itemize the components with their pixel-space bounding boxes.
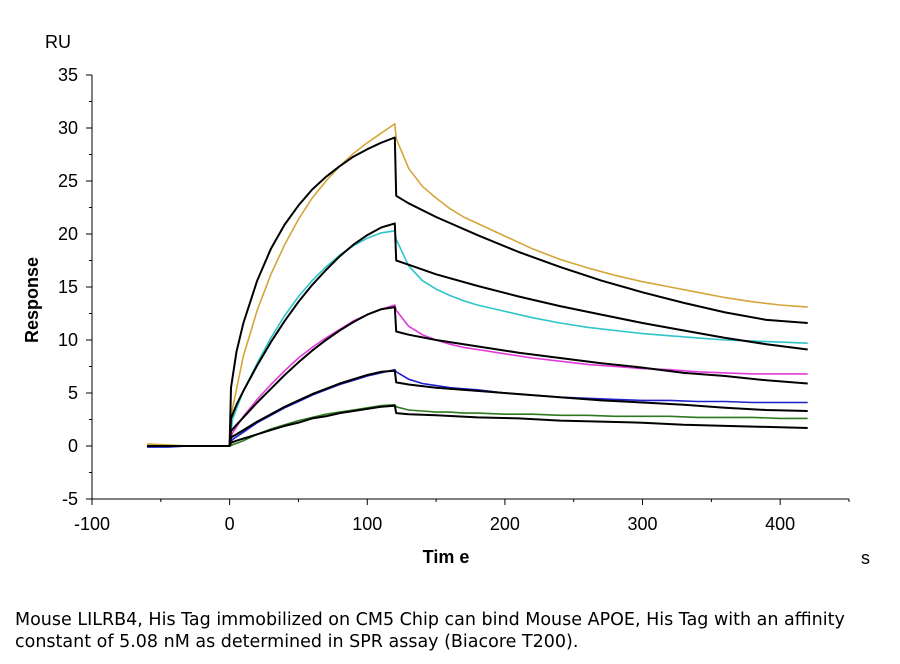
x-unit-label: s <box>861 548 870 568</box>
y-tick-label: 10 <box>58 330 78 350</box>
response-curve <box>147 368 808 448</box>
x-axis-title: Tim e <box>423 547 470 567</box>
axes <box>91 75 849 500</box>
x-tick-label: 300 <box>628 514 658 534</box>
x-tick-label: 100 <box>352 514 382 534</box>
y-tick-label: -5 <box>62 489 78 509</box>
tick-marks <box>86 74 850 505</box>
y-unit-label: RU <box>45 32 71 52</box>
x-tick-label: 400 <box>765 514 795 534</box>
figure-caption: Mouse LILRB4, His Tag immobilized on CM5… <box>15 610 845 652</box>
spr-sensorgram-chart: -5 0 5 10 15 20 25 30 35 -100 0 100 200 300 400 RU s T… <box>22 32 870 568</box>
x-tick-label: 0 <box>225 514 235 534</box>
x-tick-label: 200 <box>490 514 520 534</box>
y-axis-title: Response <box>22 257 42 343</box>
fit-curve <box>147 369 808 447</box>
tick-labels: -5 0 5 10 15 20 25 30 35 -100 0 100 200 300 400 <box>58 65 795 534</box>
y-tick-label: 35 <box>58 65 78 85</box>
fit-curve <box>147 306 808 447</box>
y-tick-label: 5 <box>68 383 78 403</box>
fit-curve <box>147 222 808 447</box>
fit-curve <box>147 136 808 447</box>
response-curve <box>147 123 808 447</box>
y-tick-label: 25 <box>58 171 78 191</box>
y-tick-label: 30 <box>58 118 78 138</box>
y-tick-label: 0 <box>68 436 78 456</box>
y-tick-label: 15 <box>58 277 78 297</box>
series-lines <box>147 123 808 448</box>
fit-curve <box>147 404 808 447</box>
x-tick-label: -100 <box>74 514 110 534</box>
y-tick-label: 20 <box>58 224 78 244</box>
response-curve <box>147 403 808 447</box>
